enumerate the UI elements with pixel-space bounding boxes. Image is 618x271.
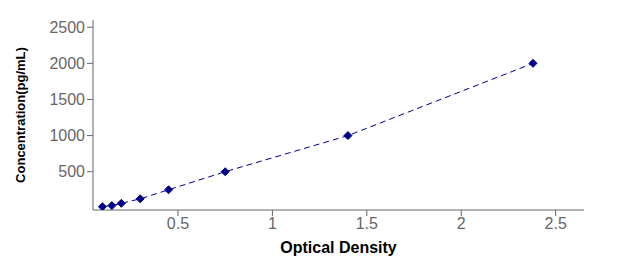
svg-text:Concentration(pg/mL): Concentration(pg/mL) [13, 47, 28, 183]
svg-text:2.5: 2.5 [545, 215, 567, 232]
svg-text:2500: 2500 [49, 19, 85, 36]
svg-text:1500: 1500 [49, 91, 85, 108]
svg-text:1000: 1000 [49, 127, 85, 144]
svg-text:1: 1 [268, 215, 277, 232]
svg-text:Optical Density: Optical Density [280, 239, 397, 256]
svg-text:1.5: 1.5 [356, 215, 378, 232]
svg-text:2: 2 [457, 215, 466, 232]
svg-text:0.5: 0.5 [167, 215, 189, 232]
svg-text:2000: 2000 [49, 55, 85, 72]
svg-text:500: 500 [58, 163, 85, 180]
